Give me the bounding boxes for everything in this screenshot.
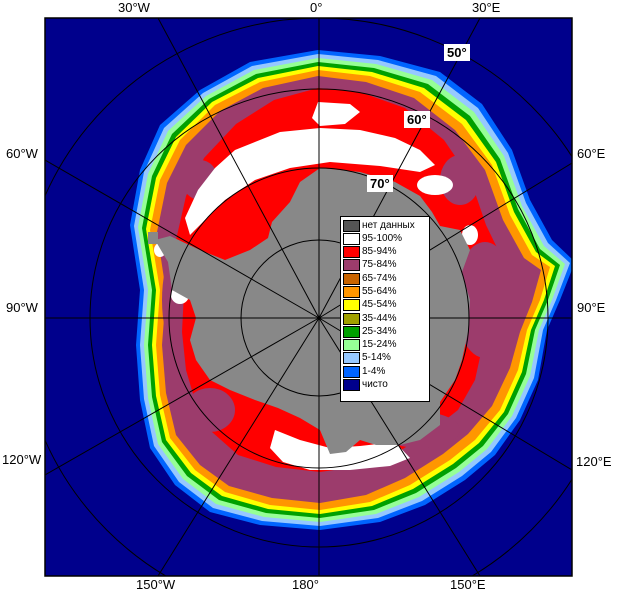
lat-label-60: 60° [404,111,430,128]
ice-75-84-patch [185,388,235,432]
ice-95-100 [185,128,435,235]
legend-item: 1-4% [343,365,429,378]
legend-item: 25-34% [343,325,429,338]
legend-swatch [343,272,360,285]
legend-swatch [343,325,360,338]
legend-swatch [343,339,360,352]
lon-label-120e: 120°E [576,454,612,469]
legend-swatch [343,285,360,298]
map-frame [44,17,573,577]
legend-label: 35-44% [362,312,397,324]
legend-swatch [343,312,360,325]
legend-label: 5-14% [362,352,391,364]
legend-item: 95-100% [343,232,429,245]
legend-label: 25-34% [362,325,397,337]
lon-label-30e: 30°E [472,0,501,15]
ice-95-100-patch [417,175,453,195]
ice-75-84-patch [440,155,480,205]
lon-label-30w: 30°W [118,0,150,15]
legend-item: 75-84% [343,259,429,272]
legend-label: 15-24% [362,339,397,351]
land-fragment [148,232,158,244]
legend-item: 85-94% [343,246,429,259]
legend-swatch [343,365,360,378]
legend-swatch [343,379,360,392]
legend-label: нет данных [362,219,415,231]
ice-75-84-patch [455,242,515,358]
legend-item: чисто [343,379,429,392]
legend-item: 15-24% [343,339,429,352]
lon-label-150w: 150°W [136,577,176,592]
legend-swatch [343,259,360,272]
legend-swatch [343,352,360,365]
lon-label-120w: 120°W [2,452,42,467]
lon-label-90e: 90°E [577,300,606,315]
lon-label-180: 180° [292,577,319,592]
lat-label-70: 70° [367,175,393,192]
legend-swatch [343,246,360,259]
lat-label-50: 50° [444,44,470,61]
lon-label-150e: 150°E [450,577,486,592]
legend-item: 65-74% [343,272,429,285]
lon-label-60e: 60°E [577,146,606,161]
legend-swatch [343,232,360,245]
legend-label: 95-100% [362,232,403,244]
legend-label: 75-84% [362,259,397,271]
legend-item: 45-54% [343,299,429,312]
legend-label: 55-64% [362,285,397,297]
lon-label-0: 0° [310,0,323,15]
legend-item: 5-14% [343,352,429,365]
ice-concentration-legend: нет данных 95-100% 85-94% 75-84% 65-74% 55-64… [340,216,430,402]
legend-label: 1-4% [362,365,386,377]
legend-item: 35-44% [343,312,429,325]
legend-label: чисто [362,379,388,391]
legend-label: 85-94% [362,246,397,258]
legend-label: 45-54% [362,299,397,311]
legend-label: 65-74% [362,272,397,284]
lon-label-60w: 60°W [6,146,38,161]
legend-swatch [343,219,360,232]
legend-item: 55-64% [343,285,429,298]
ice-95-100 [312,102,360,126]
ice-95-100-patch [462,225,478,245]
lon-label-90w: 90°W [6,300,38,315]
legend-swatch [343,299,360,312]
legend-item: нет данных [343,219,429,232]
